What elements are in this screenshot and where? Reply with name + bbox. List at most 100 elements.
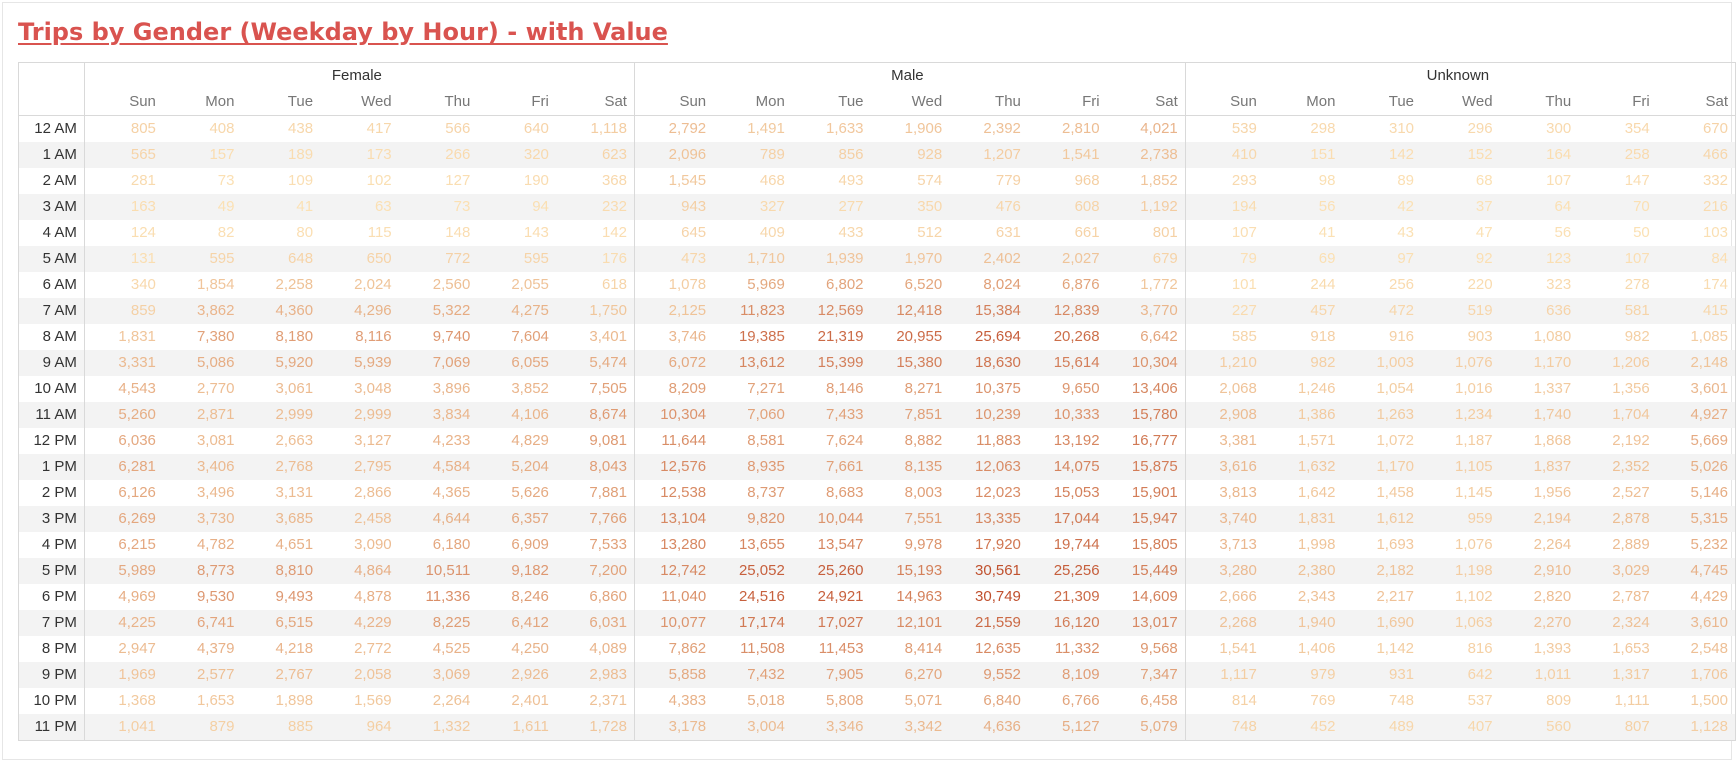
value-cell[interactable]: 17,174 bbox=[713, 610, 792, 636]
value-cell[interactable]: 64 bbox=[1499, 194, 1579, 220]
value-cell[interactable]: 12,418 bbox=[870, 298, 950, 324]
value-cell[interactable]: 21,309 bbox=[1053, 588, 1100, 605]
value-cell[interactable]: 769 bbox=[1310, 692, 1336, 709]
value-cell[interactable]: 4,878 bbox=[354, 588, 392, 605]
value-cell[interactable]: 928 bbox=[870, 142, 950, 168]
value-cell[interactable]: 6,281 bbox=[84, 454, 163, 480]
value-cell[interactable]: 8,810 bbox=[241, 558, 321, 584]
value-cell[interactable]: 789 bbox=[713, 142, 792, 168]
value-cell[interactable]: 115 bbox=[367, 224, 392, 241]
value-cell[interactable]: 49 bbox=[162, 194, 242, 220]
value-cell[interactable]: 595 bbox=[477, 246, 556, 272]
value-cell[interactable]: 8,737 bbox=[747, 484, 785, 501]
value-cell[interactable]: 94 bbox=[477, 194, 556, 220]
value-cell[interactable]: 19,385 bbox=[738, 328, 785, 345]
value-cell[interactable]: 1,653 bbox=[196, 692, 235, 709]
value-cell[interactable]: 1,142 bbox=[1376, 640, 1415, 657]
value-cell[interactable]: 15,614 bbox=[1027, 350, 1107, 376]
value-cell[interactable]: 1,831 bbox=[1263, 506, 1343, 532]
value-cell[interactable]: 407 bbox=[1421, 714, 1500, 741]
value-cell[interactable]: 6,741 bbox=[162, 610, 242, 636]
value-cell[interactable]: 15,780 bbox=[1106, 402, 1186, 428]
value-cell[interactable]: 8,674 bbox=[555, 402, 635, 428]
value-cell[interactable]: 11,040 bbox=[661, 588, 707, 605]
value-cell[interactable]: 11,823 bbox=[713, 298, 792, 324]
value-cell[interactable]: 5,939 bbox=[320, 350, 399, 376]
value-cell[interactable]: 1,076 bbox=[1455, 536, 1493, 553]
value-cell[interactable]: 11,336 bbox=[425, 588, 471, 605]
value-cell[interactable]: 89 bbox=[1397, 172, 1415, 189]
value-cell[interactable]: 12,635 bbox=[975, 640, 1021, 657]
value-cell[interactable]: 148 bbox=[445, 224, 471, 241]
value-cell[interactable]: 13,655 bbox=[738, 536, 785, 553]
value-cell[interactable]: 565 bbox=[84, 142, 163, 168]
value-cell[interactable]: 631 bbox=[995, 224, 1021, 241]
value-cell[interactable]: 4,927 bbox=[1656, 402, 1736, 428]
value-cell[interactable]: 859 bbox=[84, 298, 163, 324]
value-cell[interactable]: 9,530 bbox=[196, 588, 235, 605]
value-cell[interactable]: 566 bbox=[445, 120, 471, 137]
value-cell[interactable]: 4,525 bbox=[432, 640, 471, 657]
value-cell[interactable]: 574 bbox=[917, 172, 943, 189]
value-cell[interactable]: 1,906 bbox=[904, 120, 943, 137]
value-cell[interactable]: 415 bbox=[1656, 298, 1736, 324]
value-cell[interactable]: 648 bbox=[241, 246, 321, 272]
value-cell[interactable]: 7,851 bbox=[870, 402, 950, 428]
value-cell[interactable]: 5,018 bbox=[747, 692, 785, 709]
value-cell[interactable]: 296 bbox=[1467, 120, 1493, 137]
value-cell[interactable]: 5,626 bbox=[511, 484, 549, 501]
value-cell[interactable]: 1,246 bbox=[1297, 380, 1336, 397]
value-cell[interactable]: 7,881 bbox=[555, 480, 635, 506]
value-cell[interactable]: 1,386 bbox=[1263, 402, 1343, 428]
value-cell[interactable]: 15,947 bbox=[1106, 506, 1186, 532]
value-cell[interactable]: 56 bbox=[1554, 224, 1572, 241]
value-cell[interactable]: 1,571 bbox=[1297, 432, 1336, 449]
value-cell[interactable]: 8,209 bbox=[668, 380, 707, 397]
value-cell[interactable]: 623 bbox=[555, 142, 635, 168]
value-cell[interactable]: 3,069 bbox=[398, 662, 478, 688]
value-cell[interactable]: 2,258 bbox=[275, 276, 314, 293]
value-cell[interactable]: 6,357 bbox=[477, 506, 556, 532]
value-cell[interactable]: 10,077 bbox=[634, 610, 714, 636]
value-cell[interactable]: 640 bbox=[523, 120, 549, 137]
value-cell[interactable]: 3,852 bbox=[511, 380, 549, 397]
value-cell[interactable]: 903 bbox=[1467, 328, 1493, 345]
value-cell[interactable]: 6,270 bbox=[870, 662, 950, 688]
value-cell[interactable]: 8,581 bbox=[747, 432, 785, 449]
value-cell[interactable]: 5,204 bbox=[477, 454, 556, 480]
value-cell[interactable]: 176 bbox=[555, 246, 635, 272]
value-cell[interactable]: 3,331 bbox=[84, 350, 163, 376]
value-cell[interactable]: 2,192 bbox=[1612, 432, 1650, 449]
value-cell[interactable]: 7,624 bbox=[825, 432, 864, 449]
value-cell[interactable]: 2,058 bbox=[320, 662, 399, 688]
value-cell[interactable]: 2,871 bbox=[162, 402, 242, 428]
value-cell[interactable]: 244 bbox=[1310, 276, 1336, 293]
value-cell[interactable]: 3,896 bbox=[432, 380, 471, 397]
value-cell[interactable]: 43 bbox=[1397, 224, 1415, 241]
value-cell[interactable]: 25,052 bbox=[713, 558, 792, 584]
value-cell[interactable]: 12,101 bbox=[870, 610, 950, 636]
value-cell[interactable]: 227 bbox=[1185, 298, 1264, 324]
value-cell[interactable]: 1,632 bbox=[1263, 454, 1343, 480]
value-cell[interactable]: 1,063 bbox=[1421, 610, 1500, 636]
value-cell[interactable]: 1,210 bbox=[1185, 350, 1264, 376]
value-cell[interactable]: 618 bbox=[555, 272, 635, 298]
value-cell[interactable]: 1,368 bbox=[118, 692, 156, 709]
value-cell[interactable]: 4,969 bbox=[118, 588, 156, 605]
value-cell[interactable]: 1,337 bbox=[1533, 380, 1572, 397]
value-cell[interactable]: 748 bbox=[1388, 692, 1415, 709]
value-cell[interactable]: 3,406 bbox=[162, 454, 242, 480]
value-cell[interactable]: 2,324 bbox=[1578, 610, 1657, 636]
value-cell[interactable]: 679 bbox=[1106, 246, 1186, 272]
value-cell[interactable]: 163 bbox=[84, 194, 163, 220]
value-cell[interactable]: 6,072 bbox=[634, 350, 714, 376]
value-cell[interactable]: 9,650 bbox=[1062, 380, 1100, 397]
value-cell[interactable]: 560 bbox=[1499, 714, 1579, 741]
value-cell[interactable]: 7,533 bbox=[555, 532, 635, 558]
value-cell[interactable]: 13,335 bbox=[949, 506, 1028, 532]
value-cell[interactable]: 24,921 bbox=[817, 588, 864, 605]
value-cell[interactable]: 3,730 bbox=[162, 506, 242, 532]
value-cell[interactable]: 5,071 bbox=[904, 692, 943, 709]
value-cell[interactable]: 1,969 bbox=[84, 662, 163, 688]
value-cell[interactable]: 3,090 bbox=[354, 536, 392, 553]
